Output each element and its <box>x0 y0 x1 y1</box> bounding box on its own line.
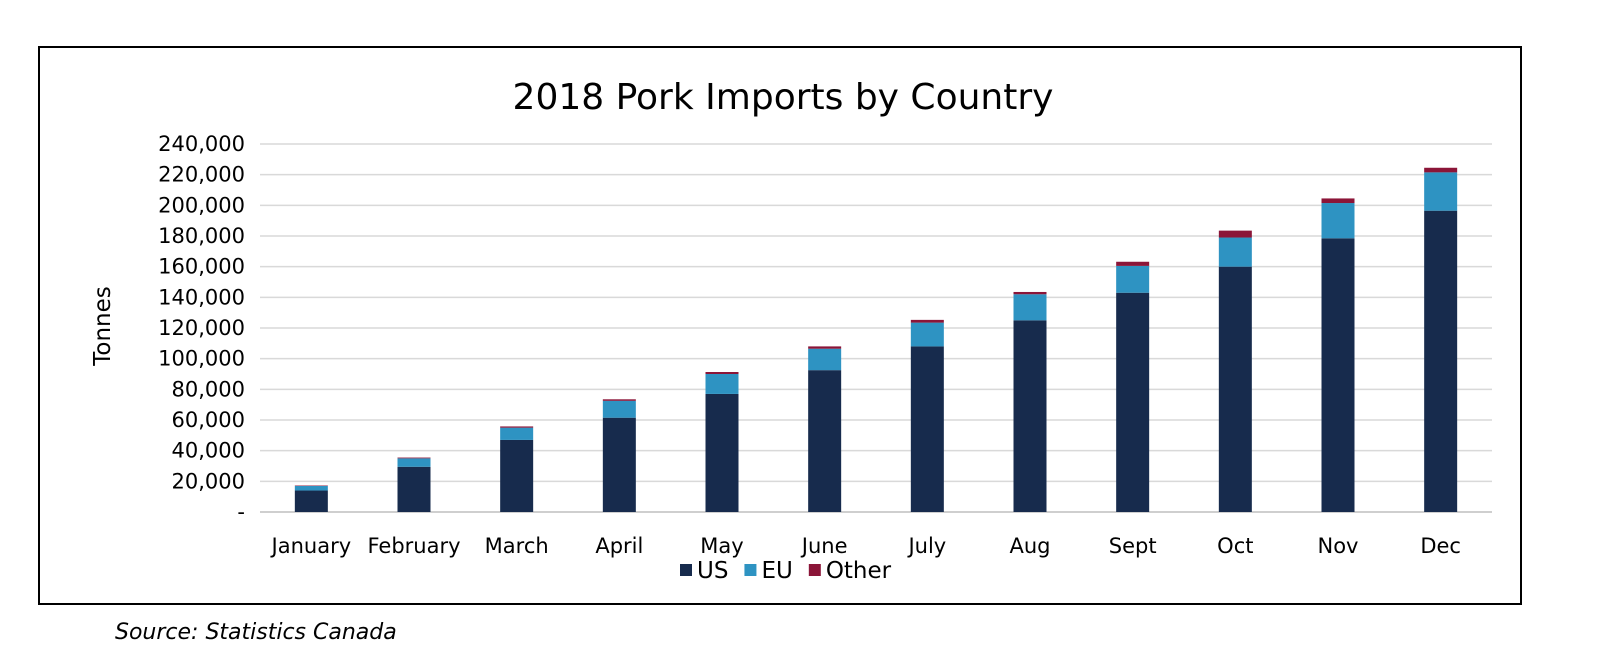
bar-us <box>1116 292 1150 512</box>
x-tick-label: July <box>906 534 946 558</box>
source-note: Source: Statistics Canada <box>115 620 397 645</box>
bar-us <box>1321 238 1355 513</box>
bar-eu <box>1116 265 1150 293</box>
x-tick-label: Sept <box>1109 534 1157 558</box>
y-tick-label: 160,000 <box>158 255 245 279</box>
bar-eu <box>808 348 842 371</box>
x-tick-label: Dec <box>1420 534 1461 558</box>
bar-us <box>397 466 431 512</box>
legend-swatch-eu <box>744 564 757 576</box>
bar-eu <box>397 458 431 467</box>
bar-eu <box>602 400 636 418</box>
bar-us <box>808 370 842 512</box>
bar-us <box>1013 320 1047 512</box>
bar-eu <box>1321 203 1355 239</box>
bar-eu <box>1218 237 1252 267</box>
x-tick-label: Oct <box>1217 534 1253 558</box>
bar-eu <box>294 485 328 491</box>
bar-other <box>397 457 431 459</box>
y-tick-label: 200,000 <box>158 193 245 217</box>
bar-other <box>910 319 944 323</box>
x-tick-label: Nov <box>1318 534 1359 558</box>
y-tick-label: 60,000 <box>172 408 245 432</box>
y-tick-label: 140,000 <box>158 285 245 309</box>
chart-frame: 2018 Pork Imports by Country Tonnes - 20,… <box>38 46 1522 645</box>
legend: US EU Other <box>680 558 892 584</box>
y-tick-label: 20,000 <box>172 469 245 493</box>
bar-eu <box>910 322 944 347</box>
bar-eu <box>500 427 534 440</box>
legend-label-other: Other <box>826 558 892 584</box>
legend-swatch-other <box>808 564 821 576</box>
chart-title: 2018 Pork Imports by Country <box>513 77 1054 118</box>
gridlines <box>260 143 1492 513</box>
x-tick-label: Aug <box>1009 534 1050 558</box>
legend-label-us: US <box>697 558 728 584</box>
bar-other <box>1218 230 1252 238</box>
bar-eu <box>1424 172 1458 211</box>
bars <box>294 167 1458 513</box>
bar-other <box>1116 261 1150 266</box>
y-tick-label: 220,000 <box>158 163 245 187</box>
bar-us <box>602 417 636 512</box>
legend-swatch-us <box>680 564 692 576</box>
bar-other <box>1424 167 1458 173</box>
bar-us <box>1218 266 1252 512</box>
bar-other <box>1321 198 1355 204</box>
x-axis-ticks: January February March April May June July Aug S… <box>270 534 1461 558</box>
y-tick-label: 120,000 <box>158 316 245 340</box>
bar-eu <box>705 374 739 394</box>
bar-us <box>294 490 328 512</box>
bar-us <box>500 439 534 512</box>
bar-other <box>500 426 534 428</box>
bar-other <box>1013 291 1047 295</box>
bar-other <box>602 399 636 401</box>
y-tick-label: 240,000 <box>158 132 245 156</box>
x-tick-label: June <box>800 534 848 558</box>
bar-other <box>705 372 739 374</box>
y-axis-label: Tonnes <box>90 286 116 367</box>
chart: 2018 Pork Imports by Country Tonnes - 20,… <box>90 77 1492 584</box>
x-tick-label: April <box>595 534 643 558</box>
x-tick-label: January <box>270 534 352 558</box>
y-axis-ticks: - 20,000 40,000 60,000 80,000 100,000 120,000 1… <box>158 132 245 524</box>
bar-us <box>1424 210 1458 512</box>
y-tick-label: 180,000 <box>158 224 245 248</box>
x-tick-label: February <box>367 534 460 558</box>
y-tick-label: 40,000 <box>172 439 245 463</box>
legend-label-eu: EU <box>761 558 792 584</box>
x-tick-label: March <box>485 534 549 558</box>
bar-other <box>808 346 842 349</box>
bar-eu <box>1013 294 1047 321</box>
bar-us <box>910 346 944 512</box>
y-tick-label: 100,000 <box>158 347 245 371</box>
bar-us <box>705 393 739 512</box>
x-tick-label: May <box>700 534 743 558</box>
y-tick-label: 80,000 <box>172 377 245 401</box>
y-tick-label: - <box>237 500 245 524</box>
